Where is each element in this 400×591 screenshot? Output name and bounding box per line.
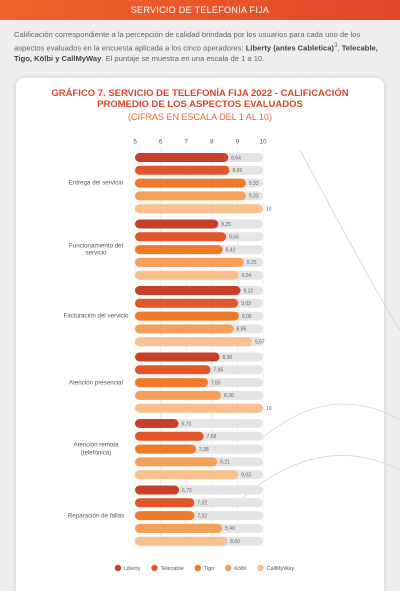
decoration: [259, 403, 400, 441]
value-label: 7,38: [199, 447, 209, 453]
value-label: 10: [266, 406, 272, 412]
value-label: 7,68: [207, 434, 217, 440]
bar: [135, 403, 263, 413]
value-label: 9,57: [255, 340, 265, 346]
legend-label: Kölbi: [234, 566, 246, 572]
intro-text: ,: [337, 43, 342, 53]
value-label: 9,25: [247, 260, 257, 266]
intro: Calificación correspondiente a la percep…: [14, 30, 386, 64]
category-label: Entrega del servicio: [68, 179, 124, 187]
banner: SERVICIO DE TELEFONÍA FIJA: [0, 0, 400, 20]
category-label: Facturación del servicio: [63, 312, 129, 320]
bar: [135, 536, 228, 546]
bar: [135, 324, 234, 334]
value-label: 8,21: [220, 460, 230, 466]
value-label: 8,64: [231, 155, 241, 161]
category-label: Atención remota (telefónica): [73, 441, 119, 457]
value-label: 6,70: [182, 421, 192, 427]
bar: [135, 431, 204, 441]
intro-bold: Telecable, Tigo, Kölbi y CallMyWay: [14, 43, 378, 63]
value-label: 8,36: [224, 393, 234, 399]
bar: [135, 365, 211, 375]
intro-text: Calificación correspondiente a la percep…: [14, 30, 361, 53]
value-label: 8,42: [226, 247, 236, 253]
value-label: 9,33: [249, 181, 259, 187]
value-label: 9,03: [241, 473, 251, 479]
legend-label: CallMyWay: [267, 566, 295, 572]
bar: [135, 245, 223, 255]
value-label: 6,72: [182, 488, 192, 494]
chart-title: GRÁFICO 7. SERVICIO DE TELEFONÍA FIJA 20…: [51, 88, 349, 110]
bar: [135, 286, 241, 295]
legend-swatch: [257, 564, 264, 572]
decoration: [239, 455, 400, 501]
bar: [135, 204, 263, 214]
value-label: 8,40: [225, 526, 235, 532]
value-label: 8,25: [221, 222, 231, 228]
bar: [135, 390, 222, 400]
bar: [135, 485, 180, 495]
value-label: 9,06: [242, 314, 252, 320]
legend-swatch: [114, 564, 122, 572]
value-label: 8,69: [232, 168, 242, 174]
bar: [135, 498, 195, 508]
bar: [135, 337, 252, 347]
value-label: 7,85: [211, 380, 221, 386]
legend-swatch: [194, 564, 201, 572]
value-label: 8,56: [229, 235, 239, 241]
category-label: Reparación de fallas: [67, 511, 125, 519]
category-label: Funcionamiento del servicio: [68, 242, 123, 257]
footnote: 3: [333, 41, 338, 49]
chart-subtitle: (CIFRAS EN ESCALA DEL 1 AL 10): [128, 112, 272, 122]
legend-label: Telecable: [161, 566, 184, 572]
value-label: 8,60: [230, 539, 240, 545]
intro-bold: Liberty (antes Cabletica): [245, 43, 334, 53]
bar: [135, 298, 239, 308]
legend-swatch: [151, 564, 158, 572]
value-label: 8,85: [237, 327, 247, 333]
bar: [135, 444, 196, 454]
bar: [135, 257, 244, 267]
bar: [135, 270, 239, 280]
bar: [135, 311, 239, 321]
bar: [135, 232, 227, 242]
bar: [135, 457, 218, 467]
x-tick-label: 9: [236, 139, 240, 146]
category-label: Atención presencial: [68, 378, 123, 386]
bar: [135, 523, 223, 533]
bar: [135, 352, 220, 362]
bar: [135, 219, 219, 229]
legend-swatch: [225, 564, 232, 572]
bar: [135, 178, 246, 188]
x-tick-label: 8: [210, 139, 214, 146]
x-tick-label: 5: [133, 139, 137, 146]
value-label: 9,04: [241, 273, 251, 279]
x-tick-label: 6: [159, 139, 163, 146]
value-label: 8,30: [222, 355, 232, 361]
value-label: 9,03: [241, 301, 251, 307]
value-label: 9,33: [249, 194, 259, 200]
legend-label: Liberty: [124, 566, 141, 572]
intro-text: . El puntaje se muestra en una escala de…: [101, 53, 265, 63]
x-tick-label: 10: [259, 139, 267, 146]
legend-label: Tigo: [204, 566, 215, 572]
bar: [135, 470, 239, 480]
value-label: 7,32: [197, 513, 207, 519]
value-label: 10: [266, 207, 272, 213]
decoration: [299, 149, 400, 331]
bar: [135, 378, 208, 388]
bar: [135, 153, 229, 162]
value-label: 7,95: [214, 368, 224, 374]
x-tick-label: 7: [184, 139, 188, 146]
bar: [135, 419, 179, 428]
value-label: 7,32: [197, 501, 207, 507]
bar: [135, 511, 195, 521]
value-label: 9,12: [243, 288, 253, 294]
bar: [135, 165, 230, 175]
bar: [135, 191, 246, 201]
